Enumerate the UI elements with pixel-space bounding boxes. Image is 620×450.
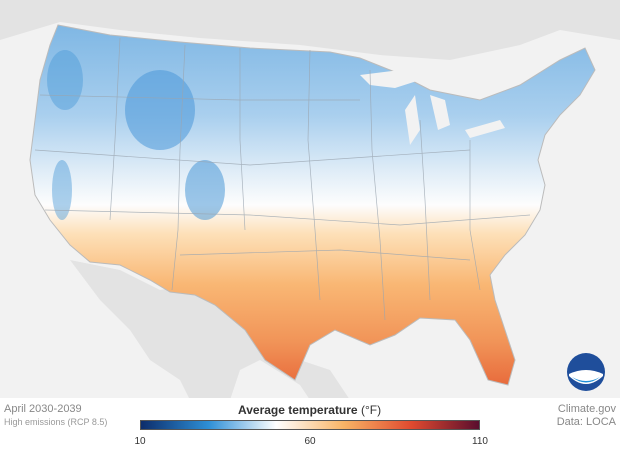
legend-title: Average temperature (°F)	[238, 403, 381, 417]
scenario-label: High emissions (RCP 8.5)	[4, 417, 108, 427]
source-site: Climate.gov	[557, 403, 616, 415]
noaa-logo	[567, 353, 605, 391]
sierra-cold-patch	[52, 160, 72, 220]
state-borders	[34, 37, 531, 321]
temperature-map	[0, 0, 620, 400]
canada-land	[0, 0, 620, 60]
scale-tick-max: 110	[472, 436, 488, 447]
scale-tick-min: 10	[134, 436, 146, 447]
colorado-cold-patch	[185, 160, 225, 220]
source-data: Data: LOCA	[556, 416, 616, 428]
legend-title-text: Average temperature	[238, 403, 358, 417]
legend-unit: (°F)	[360, 403, 382, 417]
rockies-cold-patch	[125, 70, 195, 150]
cascades-cold-patch	[47, 50, 83, 110]
conus-landmass	[29, 24, 596, 386]
great-lakes	[360, 70, 505, 145]
scale-tick-mid: 60	[304, 436, 316, 447]
period-label: April 2030-2039	[4, 403, 82, 415]
color-scale-bar	[140, 420, 480, 430]
